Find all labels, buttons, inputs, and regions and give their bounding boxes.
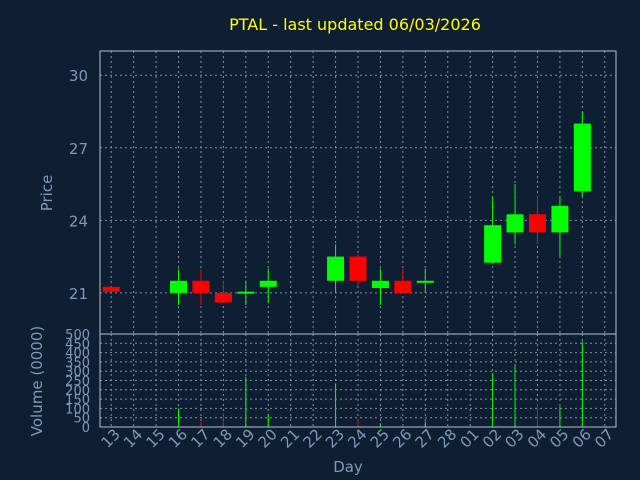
candle-body: [394, 280, 412, 293]
x-tick-label: 07: [591, 425, 617, 451]
candle-body: [237, 291, 255, 294]
volume-axis-label: Volume (0000): [28, 326, 46, 436]
candle-body: [573, 123, 591, 192]
candle: [394, 268, 412, 293]
candle: [214, 280, 232, 303]
candle: [237, 280, 255, 305]
price-tick-label: 27: [69, 140, 88, 158]
volume-tick-label: 200: [65, 384, 90, 399]
volume-tick-label: 350: [65, 356, 90, 371]
price-tick-label: 24: [69, 212, 88, 230]
price-tick-label: 21: [69, 285, 88, 303]
candle-body: [327, 256, 345, 281]
candle: [102, 286, 120, 292]
price-panel: 21 24 27 30: [69, 50, 617, 335]
volume-tick-label: 150: [65, 393, 90, 408]
x-axis-label: Day: [333, 458, 363, 476]
volume-frame: [99, 333, 617, 428]
volume-tick-label: 450: [65, 337, 90, 352]
candle: [327, 244, 345, 293]
price-tick-label: 30: [69, 67, 88, 85]
candle-body: [551, 205, 569, 233]
candle-body: [506, 214, 524, 233]
candle-body: [528, 214, 546, 233]
volume-panel: 0501001502002503003504004505001314151617…: [65, 328, 617, 452]
volume-tick-label: 0: [82, 421, 90, 436]
candle-body: [416, 280, 434, 283]
candle: [551, 196, 569, 257]
volume-tick-label: 100: [65, 402, 90, 417]
price-axis-label: Price: [38, 175, 56, 212]
candle: [371, 268, 389, 305]
candle: [484, 196, 502, 264]
candle: [506, 184, 524, 245]
candle: [528, 196, 546, 245]
candle-body: [192, 280, 210, 293]
volume-tick-label: 500: [65, 328, 90, 343]
candle-body: [349, 256, 367, 281]
candle: [192, 268, 210, 305]
candle: [573, 111, 591, 197]
volume-tick-label: 50: [73, 412, 90, 427]
candle-body: [102, 286, 120, 292]
candle-body: [214, 292, 232, 303]
candle-body: [371, 280, 389, 289]
candle-body: [484, 225, 502, 263]
volume-tick-label: 300: [65, 365, 90, 380]
candle-body: [170, 280, 188, 293]
candle: [170, 268, 188, 305]
candle: [416, 268, 434, 293]
chart-title: PTAL - last updated 06/03/2026: [229, 15, 481, 34]
candle: [259, 268, 277, 303]
candle-body: [259, 280, 277, 287]
candle: [349, 254, 367, 286]
volume-tick-label: 400: [65, 347, 90, 362]
volume-tick-label: 250: [65, 375, 90, 390]
